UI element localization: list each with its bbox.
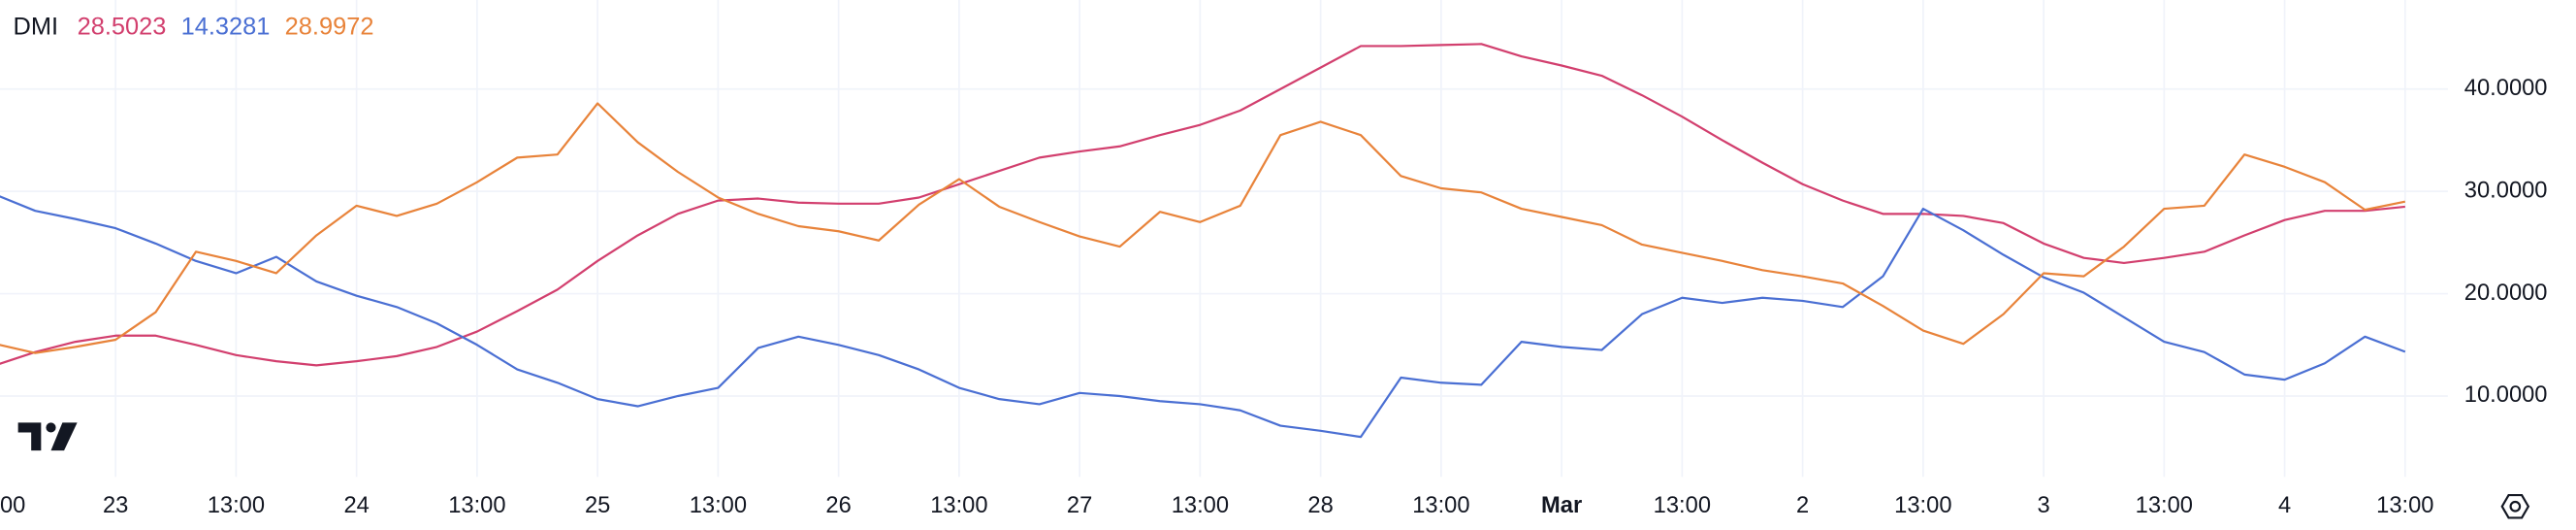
x-tick-label: 27	[1067, 493, 1092, 518]
x-tick-label: 13:00	[930, 493, 987, 518]
settings-button[interactable]	[2500, 493, 2530, 519]
x-tick-label: Mar	[1541, 493, 1582, 518]
x-tick-label: 26	[825, 493, 851, 518]
legend: DMI 28.5023 14.3281 28.9972	[14, 14, 374, 41]
grid	[0, 0, 2448, 478]
tradingview-logo	[17, 422, 78, 451]
legend-value: 14.3281	[181, 14, 271, 41]
x-tick-label: 13:00	[2376, 493, 2433, 518]
x-tick-label: 28	[1307, 493, 1333, 518]
x-tick-label: 4	[2278, 493, 2291, 518]
legend-value: 28.9972	[285, 14, 374, 41]
x-tick-label: 13:00	[1412, 493, 1469, 518]
x-tick-label: 23	[103, 493, 128, 518]
x-tick-label: 25	[585, 493, 610, 518]
dmi-line	[0, 195, 2406, 439]
x-tick-label: 13:00	[1654, 493, 1711, 518]
indicator-title: DMI	[14, 14, 59, 41]
dmi-line	[0, 102, 2406, 354]
y-tick-label: 20.0000	[2464, 281, 2548, 306]
x-tick-label: 3	[2038, 493, 2050, 518]
plot	[0, 43, 2406, 439]
x-tick-label: 00	[0, 493, 25, 518]
y-tick-label: 40.0000	[2464, 76, 2548, 101]
x-tick-label: 2	[1796, 493, 1809, 518]
x-tick-label: 13:00	[448, 493, 505, 518]
x-tick-label: 13:00	[208, 493, 265, 518]
x-tick-label: 24	[343, 493, 369, 518]
x-tick-label: 13:00	[1172, 493, 1229, 518]
x-tick-label: 13:00	[1894, 493, 1951, 518]
y-tick-label: 10.0000	[2464, 382, 2548, 408]
x-tick-label: 13:00	[2136, 493, 2193, 518]
y-tick-label: 30.0000	[2464, 178, 2548, 203]
dmi-line	[0, 43, 2405, 367]
legend-value: 28.5023	[78, 14, 167, 41]
x-tick-label: 13:00	[690, 493, 747, 518]
